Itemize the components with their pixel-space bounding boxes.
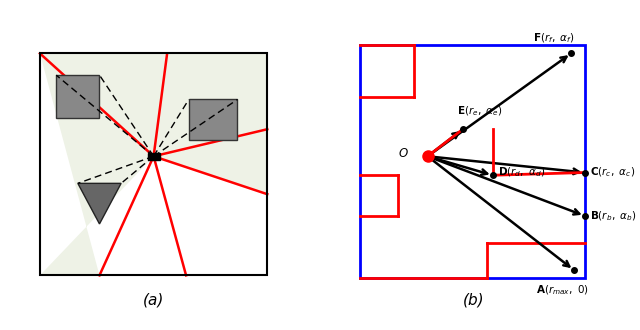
Text: $O$: $O$ <box>398 147 409 160</box>
Text: (a): (a) <box>143 293 164 308</box>
Bar <box>56 75 99 118</box>
Text: $\mathbf{F}(r_f,\ \alpha_f)$: $\mathbf{F}(r_f,\ \alpha_f)$ <box>533 32 575 45</box>
Bar <box>360 45 584 278</box>
Bar <box>148 153 159 159</box>
Text: $\mathbf{C}(r_c,\ \alpha_c)$: $\mathbf{C}(r_c,\ \alpha_c)$ <box>590 166 635 179</box>
Text: (b): (b) <box>463 293 484 308</box>
Polygon shape <box>78 183 121 224</box>
Text: $\mathbf{D}(r_d,\ \alpha_d)$: $\mathbf{D}(r_d,\ \alpha_d)$ <box>498 166 545 179</box>
Polygon shape <box>40 53 154 275</box>
Polygon shape <box>99 156 186 275</box>
Text: $\mathbf{E}(r_e,\ \alpha_e)$: $\mathbf{E}(r_e,\ \alpha_e)$ <box>458 105 503 118</box>
Text: $\mathbf{A}(r_{max},\ 0)$: $\mathbf{A}(r_{max},\ 0)$ <box>536 283 589 297</box>
Bar <box>189 99 237 140</box>
Text: $\mathbf{B}(r_b,\ \alpha_b)$: $\mathbf{B}(r_b,\ \alpha_b)$ <box>590 209 637 223</box>
Polygon shape <box>40 53 268 275</box>
Polygon shape <box>154 156 268 275</box>
